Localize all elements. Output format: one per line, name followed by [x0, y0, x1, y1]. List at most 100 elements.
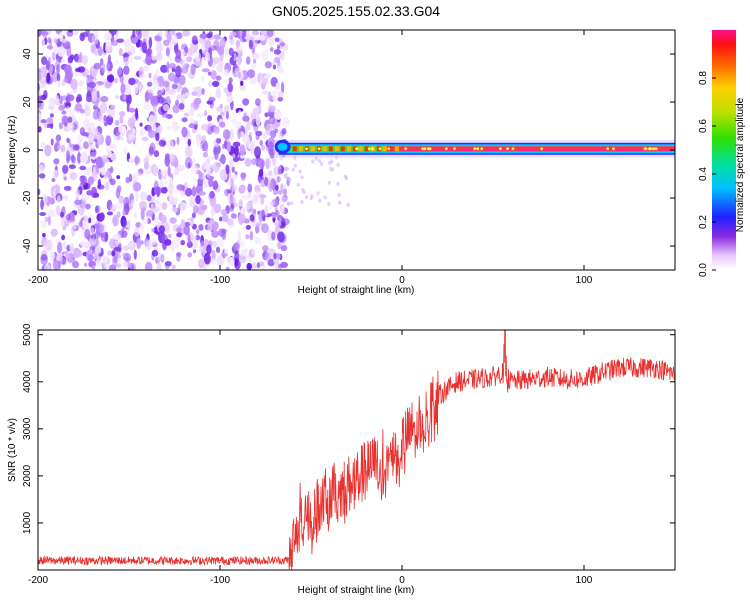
spectrogram-noise-cell — [217, 45, 225, 56]
spectrogram-noise-cell — [204, 109, 208, 117]
spectrogram-noise-cell — [159, 179, 164, 189]
spectrogram-line-dot — [305, 147, 308, 151]
spectrogram-noise-cell — [167, 89, 176, 95]
spectrogram-noise-cell — [226, 189, 232, 194]
spectrogram-line-segment — [334, 146, 339, 152]
spectrogram-noise-cell — [250, 62, 257, 70]
spectrogram-noise-cell — [68, 30, 73, 33]
spectrogram-noise-cell — [46, 117, 54, 124]
spectrogram-noise-cell — [78, 80, 84, 87]
spectrogram-noise-cell — [99, 58, 104, 66]
spectrogram-noise-cell — [166, 31, 172, 43]
snr-y-tick-label: 5000 — [22, 323, 33, 346]
spectrogram-noise-cell — [252, 52, 260, 60]
spectrogram-noise-cell — [76, 94, 82, 101]
spectrogram-noise-cell — [51, 71, 59, 83]
spectrogram-noise-cell — [52, 169, 60, 179]
spectrogram-noise-cell — [176, 136, 180, 145]
spectrogram-noise-cell — [64, 64, 72, 75]
spectrogram-noise-cell — [94, 127, 98, 135]
spectrogram-noise-cell — [201, 88, 205, 95]
spectrogram-noise-cell — [81, 132, 89, 137]
spectrogram-noise-cell — [121, 230, 128, 238]
spectrogram-noise-cell — [95, 83, 99, 91]
spectrogram-noise-cell — [164, 223, 171, 234]
spectrogram-x-tick-label: 0 — [399, 275, 405, 286]
spectrogram-noise-cell — [80, 240, 88, 248]
spectrogram-noise-cell — [264, 252, 271, 262]
spectrogram-noise-cell — [120, 82, 126, 95]
spectrogram-noise-cell — [63, 195, 69, 201]
spectrogram-noise-cell — [70, 154, 75, 163]
spectrogram-noise-cell — [40, 119, 47, 124]
spectrogram-noise-cell — [101, 63, 106, 74]
spectrogram-y-axis-label: Frequency (Hz) — [7, 116, 18, 185]
spectrogram-noise-cell — [252, 194, 259, 205]
spectrogram-noise-cell — [172, 121, 181, 131]
spectrogram-noise-cell — [154, 35, 162, 42]
spectrogram-noise-cell — [151, 249, 159, 257]
spectrogram-line-segment — [346, 146, 351, 152]
spectrogram-noise-cell — [91, 143, 95, 151]
spectrogram-sparse-cell — [323, 195, 327, 200]
snr-plot-area — [38, 330, 675, 570]
spectrogram-noise-cell — [255, 115, 261, 127]
spectrogram-noise-cell — [210, 70, 217, 80]
spectrogram-noise-cell — [196, 229, 200, 235]
spectrogram-noise-cell — [200, 240, 204, 247]
spectrogram-noise-cell — [107, 250, 112, 256]
spectrogram-noise-cell — [161, 136, 166, 141]
spectrogram-noise-cell — [51, 177, 56, 183]
spectrogram-noise-cell — [38, 164, 44, 175]
spectrogram-noise-cell — [86, 190, 94, 196]
spectrogram-noise-cell — [47, 214, 51, 226]
spectrogram-noise-cell — [160, 187, 168, 194]
spectrogram-sparse-cell — [300, 175, 304, 180]
spectrogram-noise-cell — [133, 55, 142, 61]
spectrogram-x-ticks: -200 -100 0 100 — [28, 30, 593, 286]
spectrogram-noise-cell — [135, 30, 142, 36]
spectrogram-noise-cell — [271, 200, 276, 206]
spectrogram-noise-cell — [79, 155, 85, 163]
spectrogram-noise-cell — [150, 202, 154, 212]
spectrogram-sparse-cell — [316, 191, 320, 196]
spectrogram-line-dot — [367, 147, 371, 151]
spectrogram-noise-cell — [178, 74, 186, 86]
spectrogram-noise-cell — [209, 195, 217, 207]
spectrogram-noise-cell — [273, 49, 282, 55]
spectrogram-noise-cell — [168, 63, 177, 69]
spectrogram-noise-cell — [165, 47, 170, 57]
spectrogram-line-dot — [480, 147, 484, 151]
spectrogram-noise-cell — [196, 136, 200, 148]
spectrogram-noise-cell — [104, 181, 110, 191]
spectrogram-noise-cell — [244, 248, 248, 254]
spectrogram-noise-cell — [223, 69, 229, 77]
spectrogram-noise-cell — [49, 251, 55, 261]
spectrogram-noise-cell — [181, 117, 188, 123]
spectrogram-noise-cell — [75, 188, 80, 201]
spectrogram-noise-cell — [128, 157, 137, 163]
spectrogram-noise-cell — [94, 49, 98, 57]
spectrogram-noise-cell — [229, 193, 234, 205]
spectrogram-noise-cell — [152, 104, 157, 114]
spectrogram-line-segment — [394, 146, 399, 152]
spectrogram-noise-cell — [268, 105, 277, 113]
spectrogram-noise-cell — [236, 65, 240, 72]
spectrogram-noise-cell — [128, 77, 136, 86]
spectrogram-noise-cell — [132, 181, 141, 192]
spectrogram-noise-cell — [86, 123, 95, 128]
spectrogram-noise-cell — [159, 253, 167, 262]
spectrogram-noise-cell — [151, 55, 157, 61]
spectrogram-noise-cell — [184, 146, 193, 158]
spectrogram-noise-cell — [118, 195, 125, 204]
spectrogram-noise-cell — [258, 168, 264, 178]
spectrogram-noise-cell — [175, 99, 180, 106]
spectrogram-noise-cell — [212, 180, 219, 190]
spectrogram-noise-cell — [258, 34, 266, 41]
spectrogram-sparse-cell — [298, 169, 302, 174]
spectrogram-noise-cell — [216, 255, 225, 266]
spectrogram-noise-cell — [202, 162, 208, 170]
spectrogram-noise-cell — [88, 238, 97, 246]
spectrogram-noise-cell — [277, 66, 284, 74]
spectrogram-noise-cell — [107, 74, 115, 83]
